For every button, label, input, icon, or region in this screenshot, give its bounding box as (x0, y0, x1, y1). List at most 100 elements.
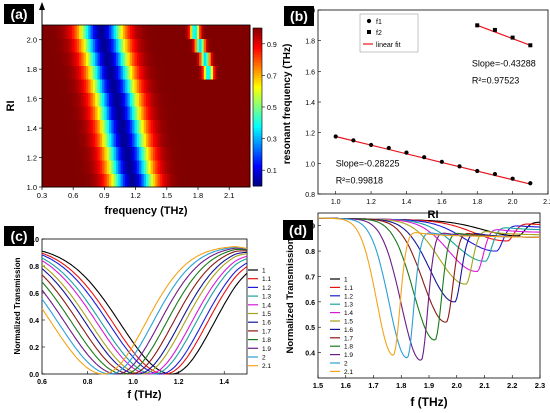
heatmap-cell (180, 38, 184, 53)
x-tick-label: 2.1 (479, 381, 489, 390)
heatmap-cell (113, 146, 117, 161)
heatmap-cell (203, 133, 207, 147)
heatmap-cell (169, 38, 172, 53)
heatmap-cell (129, 79, 133, 93)
heatmap-cell (192, 133, 196, 147)
heatmap-cell (164, 65, 168, 80)
heatmap-cell (155, 38, 159, 53)
heatmap-cell (194, 79, 198, 93)
heatmap-cell (176, 133, 179, 147)
y-tick-label: 0.6 (29, 291, 39, 298)
legend-marker (366, 18, 372, 24)
heatmap-cell (85, 52, 89, 66)
heatmap-cell (150, 119, 154, 134)
heatmap-cell (185, 106, 189, 120)
heatmap-cell (148, 133, 152, 147)
heatmap-cell (173, 92, 177, 107)
colorbar-cell (253, 46, 262, 50)
heatmap-cell (53, 52, 57, 66)
heatmap-cell (99, 160, 103, 174)
heatmap-cell (81, 160, 85, 174)
heatmap-cell (125, 52, 129, 66)
heatmap-cell (99, 133, 103, 147)
heatmap-cell (194, 133, 198, 147)
colorbar-tick-label: 0.9 (267, 42, 277, 49)
heatmap-cell (180, 133, 184, 147)
y-tick-label: 1.8 (27, 65, 37, 74)
fit-line (477, 24, 531, 46)
y-tick-label: 2.0 (27, 36, 37, 45)
y-tick-label: 0.5 (305, 325, 315, 332)
heatmap-cell (243, 38, 246, 53)
heatmap-cell (129, 106, 133, 120)
heatmap-cell (46, 92, 50, 107)
heatmap-cell (219, 146, 223, 161)
heatmap-cell (55, 173, 59, 188)
heatmap-cell (196, 52, 200, 66)
heatmap-cell (65, 146, 68, 161)
heatmap-cell (83, 173, 87, 188)
heatmap-cell (229, 52, 233, 66)
heatmap-cell (164, 25, 168, 39)
heatmap-cell (122, 133, 126, 147)
heatmap-cell (143, 92, 147, 107)
colorbar-cell (253, 117, 262, 121)
heatmap-cell (166, 38, 170, 53)
heatmap-cell (85, 133, 89, 147)
legend-label: f2 (376, 30, 382, 37)
heatmap-cell (169, 146, 172, 161)
colorbar-cell (253, 56, 262, 61)
heatmap-cell (115, 79, 119, 93)
colorbar-cell (253, 83, 262, 87)
heatmap-cell (199, 173, 202, 188)
legend-label: 1.7 (344, 335, 353, 342)
heatmap-cell (104, 79, 108, 93)
heatmap-cell (226, 92, 230, 107)
heatmap-cell (111, 146, 115, 161)
heatmap-cell (240, 133, 244, 147)
heatmap-cell (159, 106, 163, 120)
heatmap-cell (95, 52, 98, 66)
heatmap-cell (58, 65, 61, 80)
heatmap-cell (120, 25, 124, 39)
heatmap-cell (236, 106, 239, 120)
heatmap-cell (229, 92, 233, 107)
heatmap-cell (48, 92, 52, 107)
heatmap-cell (99, 119, 103, 134)
heatmap-cell (217, 133, 221, 147)
heatmap-cell (44, 119, 48, 134)
heatmap-cell (139, 160, 142, 174)
heatmap-cell (141, 65, 145, 80)
heatmap-cell (182, 25, 186, 39)
heatmap-cell (215, 173, 219, 188)
heatmap-cell (127, 119, 131, 134)
colorbar-cell (253, 149, 262, 153)
colorbar-cell (253, 122, 262, 126)
heatmap-cell (148, 119, 152, 134)
heatmap-cell (180, 173, 184, 188)
heatmap-cell (65, 38, 68, 53)
heatmap-cell (226, 52, 230, 66)
heatmap-cell (159, 65, 163, 80)
heatmap-cell (146, 65, 149, 80)
heatmap-cell (129, 119, 133, 134)
heatmap-cell (245, 160, 249, 174)
colorbar-cell (253, 80, 262, 84)
heatmap-cell (134, 65, 138, 80)
heatmap-cell (136, 173, 140, 188)
heatmap-cell (201, 65, 205, 80)
heatmap-cell (62, 106, 66, 120)
heatmap-cell (171, 25, 175, 39)
heatmap-cell (182, 160, 186, 174)
heatmap-cell (173, 38, 177, 53)
heatmap-cell (245, 52, 249, 66)
heatmap-cell (240, 146, 244, 161)
heatmap-cell (90, 106, 94, 120)
heatmap-cell (111, 173, 115, 188)
heatmap-cell (210, 79, 214, 93)
heatmap-cell (81, 65, 85, 80)
heatmap-cell (152, 133, 156, 147)
heatmap-cell (187, 133, 191, 147)
heatmap-cell (69, 25, 73, 39)
colorbar-cell (253, 30, 262, 34)
